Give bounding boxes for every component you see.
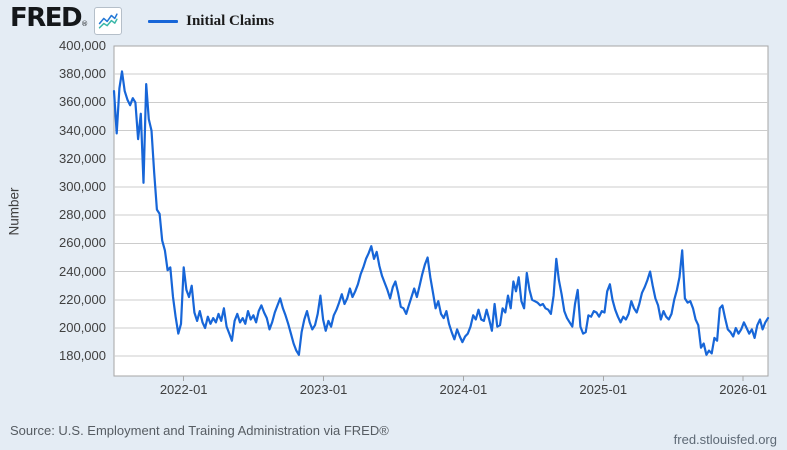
y-tick-label: 380,000: [59, 66, 106, 82]
x-tick-label: 2025-01: [579, 382, 628, 397]
legend-series-label: Initial Claims: [186, 12, 275, 29]
fred-sparkline-icon: [94, 7, 123, 35]
x-tick-label: 2023-01: [299, 382, 348, 397]
y-tick-label: 200,000: [59, 320, 106, 335]
y-tick-label: 360,000: [59, 94, 106, 110]
y-tick-label: 400,000: [59, 38, 106, 53]
y-tick-label: 300,000: [59, 179, 106, 194]
y-tick-label: 180,000: [59, 348, 106, 364]
chart-header: FRED® Initial Claims: [10, 3, 274, 36]
legend-line-swatch: [148, 19, 179, 23]
chart-legend: Initial Claims: [148, 13, 274, 30]
y-tick-label: 240,000: [59, 263, 106, 279]
y-tick-label: 340,000: [59, 122, 106, 138]
site-link[interactable]: fred.stlouisfed.org: [673, 432, 777, 447]
y-tick-label: 220,000: [59, 291, 106, 307]
source-note: Source: U.S. Employment and Training Adm…: [10, 423, 389, 438]
y-tick-label: 280,000: [59, 207, 106, 223]
registered-mark-icon: ®: [81, 20, 89, 28]
y-tick-label: 260,000: [59, 235, 106, 251]
fred-logo: FRED®: [10, 3, 89, 33]
x-tick-label: 2024-01: [439, 382, 488, 397]
x-tick-label: 2026-01: [719, 382, 767, 397]
y-tick-label: 320,000: [59, 150, 106, 166]
x-tick-label: 2022-01: [159, 382, 208, 397]
